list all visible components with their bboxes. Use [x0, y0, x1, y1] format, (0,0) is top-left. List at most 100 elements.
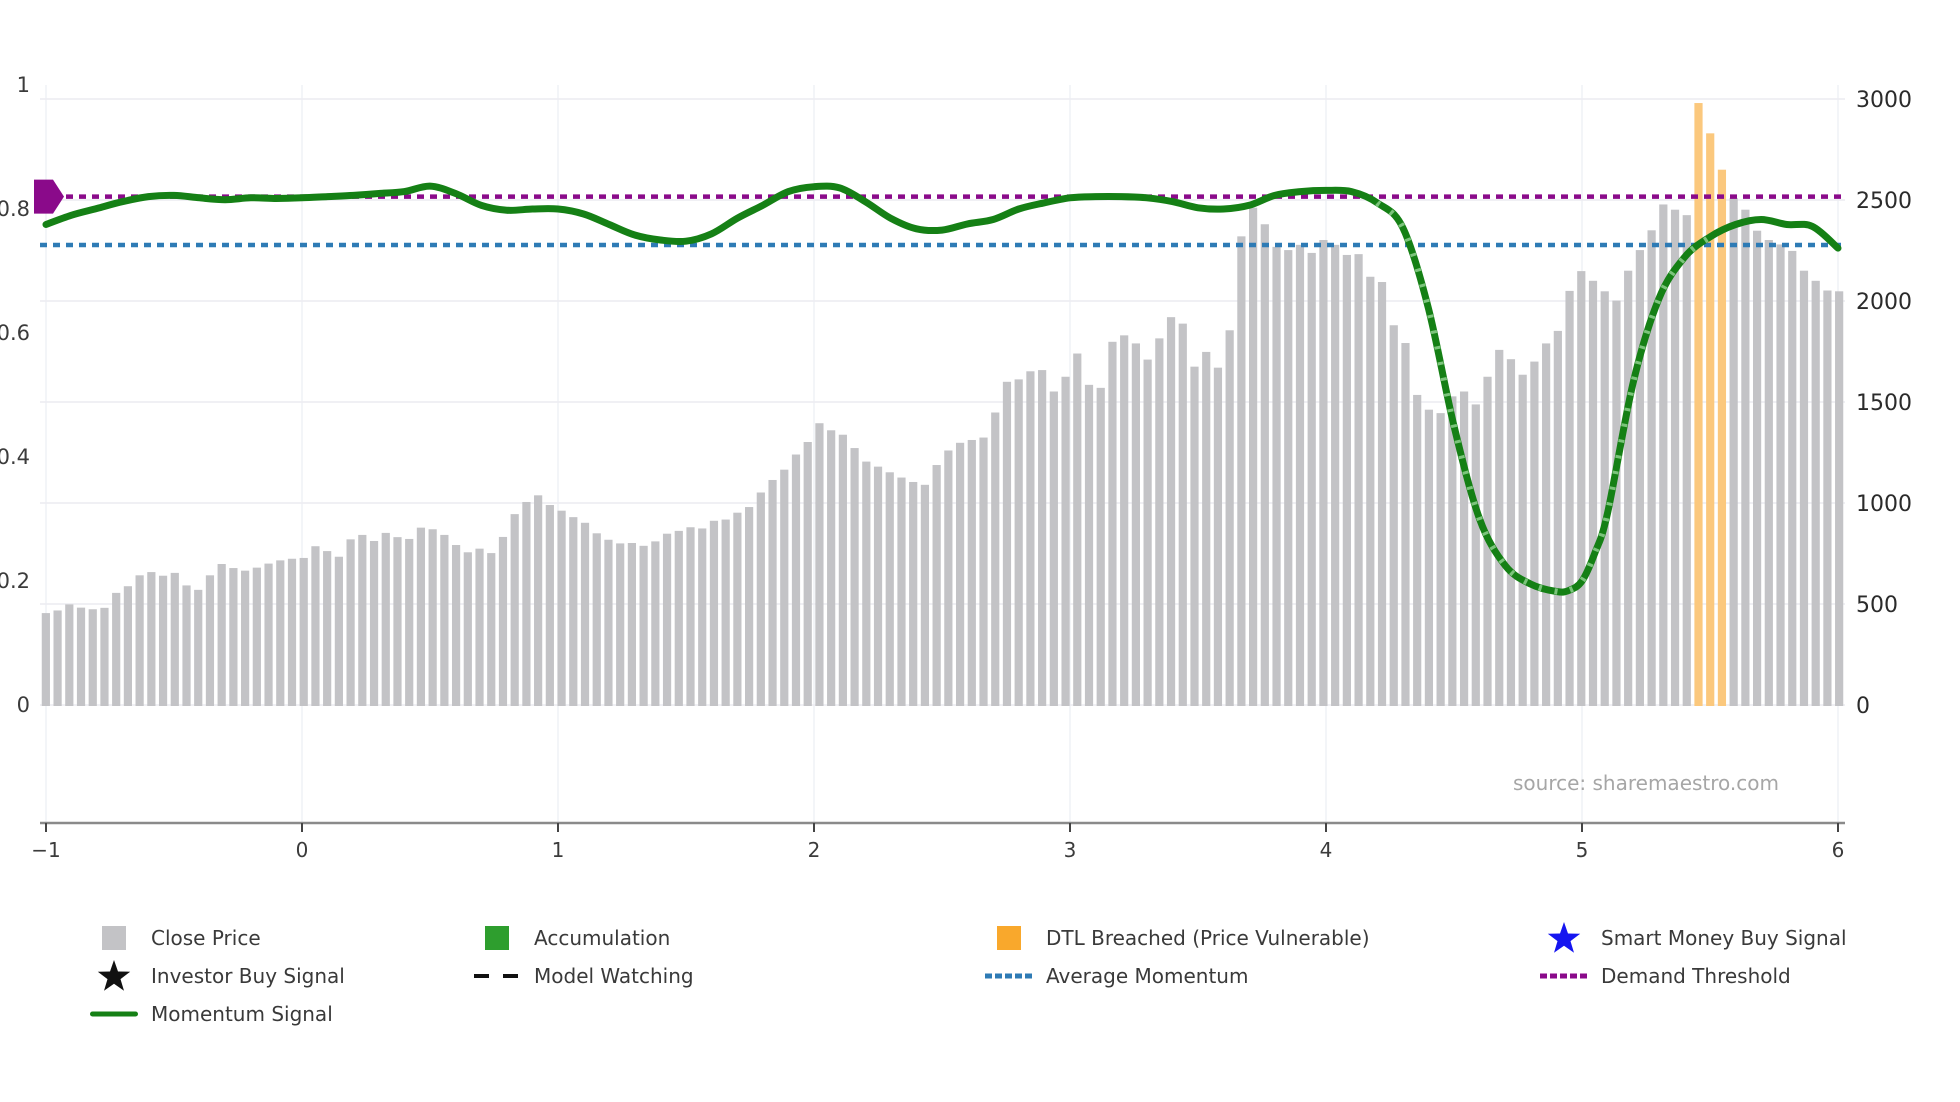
left-y-tick-label: 0.4 — [0, 445, 30, 469]
close-price-bar — [733, 512, 742, 706]
close-price-bar — [1764, 239, 1773, 706]
close-price-bar — [1459, 391, 1469, 706]
close-price-bar — [334, 556, 343, 706]
close-price-bar — [1377, 282, 1387, 706]
close-price-bar — [1799, 270, 1809, 706]
close-price-bar — [627, 542, 636, 706]
close-price-bar — [217, 564, 226, 706]
close-price-bar — [41, 613, 50, 706]
legend-item-momentum-signal: Momentum Signal — [85, 998, 333, 1030]
close-price-bar — [170, 572, 179, 706]
close-price-bar — [850, 448, 859, 706]
legend-label: DTL Breached (Price Vulnerable) — [1046, 926, 1370, 950]
close-price-bar — [405, 538, 414, 706]
close-price-bar — [698, 528, 707, 706]
close-price-bar — [1635, 250, 1644, 706]
close-price-bar — [147, 572, 156, 706]
close-price-bar — [1002, 381, 1012, 706]
close-price-bar — [1237, 236, 1246, 707]
right-y-tick-label: 3000 — [1856, 88, 1912, 113]
close-price-bar — [135, 575, 144, 706]
close-price-bar — [580, 522, 590, 706]
close-price-bar — [487, 553, 496, 706]
close-price-bar — [1272, 246, 1281, 706]
close-price-bar — [1471, 404, 1480, 706]
close-price-bar — [780, 469, 789, 706]
close-price-bar — [229, 568, 238, 706]
close-price-bar — [616, 543, 625, 706]
source-note: source: sharemaestro.com — [1513, 771, 1779, 795]
close-price-bar — [1647, 230, 1656, 707]
close-price-bar — [709, 520, 719, 706]
close-price-bar — [604, 539, 613, 706]
close-price-bar — [475, 548, 484, 706]
close-price-bar — [1178, 323, 1187, 706]
left-y-tick-label: 0 — [17, 693, 30, 717]
right-y-tick-label: 1000 — [1856, 492, 1912, 517]
close-price-bar — [1448, 396, 1457, 706]
close-price-bar — [815, 423, 824, 706]
close-price-bar — [639, 545, 648, 706]
close-price-bar — [1319, 239, 1328, 706]
close-price-bar — [1143, 359, 1152, 706]
x-tick-label: 6 — [1832, 838, 1845, 862]
square-swatch — [468, 925, 526, 951]
close-price-bar — [241, 570, 250, 706]
square-swatch — [85, 925, 143, 951]
close-price-bar — [194, 589, 203, 706]
right-y-tick-label: 1500 — [1856, 391, 1912, 416]
close-price-bar — [1026, 371, 1035, 706]
legend-item-close-price: Close Price — [85, 922, 261, 954]
close-price-bar — [1166, 317, 1176, 706]
legend-item-accumulation: Accumulation — [468, 922, 670, 954]
right-y-tick-label: 2000 — [1856, 290, 1912, 315]
close-price-bar — [1307, 252, 1316, 706]
close-price-bar — [1588, 280, 1598, 706]
close-price-bar — [662, 533, 672, 706]
legend-item-average-momentum: Average Momentum — [980, 960, 1248, 992]
close-price-bar — [1741, 209, 1750, 707]
legend-label: Demand Threshold — [1601, 964, 1791, 988]
x-tick-label: 1 — [552, 838, 565, 862]
star-icon — [1535, 919, 1593, 957]
close-price-bar — [1752, 230, 1762, 707]
close-price-bar — [1389, 325, 1398, 706]
close-price-bar — [1120, 335, 1129, 706]
square-swatch — [980, 925, 1038, 951]
close-price-bar — [1014, 379, 1023, 706]
dtl-breached-bar — [1694, 103, 1703, 707]
close-price-bar — [510, 514, 519, 706]
x-tick-label: 0 — [296, 838, 309, 862]
close-price-bar — [1038, 370, 1047, 706]
close-price-bar — [1190, 366, 1199, 706]
dotted-line-swatch — [980, 972, 1038, 980]
close-price-bar — [920, 484, 930, 706]
close-price-bar — [299, 557, 308, 706]
close-price-bar — [1553, 330, 1562, 706]
legend-item-dtl-breached-price-vulnerable: DTL Breached (Price Vulnerable) — [980, 922, 1370, 954]
close-price-bar — [1495, 349, 1504, 706]
legend-item-demand-threshold: Demand Threshold — [1535, 960, 1791, 992]
close-price-bar — [838, 434, 847, 706]
close-price-bar — [545, 505, 554, 706]
close-price-bar — [534, 495, 543, 706]
close-price-bar — [123, 586, 133, 706]
close-price-bar — [381, 532, 390, 706]
legend-label: Momentum Signal — [151, 1002, 333, 1026]
close-price-bar — [944, 450, 953, 706]
close-price-bar — [1213, 367, 1223, 706]
close-price-bar — [358, 534, 367, 706]
close-price-bar — [1131, 343, 1140, 706]
legend-label: Investor Buy Signal — [151, 964, 345, 988]
close-price-bar — [1518, 374, 1527, 706]
close-price-bar — [88, 609, 97, 706]
close-price-bar — [1049, 391, 1058, 706]
chart-canvas: −1 0 1 2 3 4 5 6 0 0.2 0.4 0.6 0.8 1 0 500 1000 1500 2000 2… — [0, 73, 1912, 862]
close-price-bar — [674, 530, 683, 706]
close-price-bar — [1577, 271, 1586, 706]
close-price-bar — [1354, 254, 1363, 707]
close-price-bar — [1413, 394, 1422, 706]
left-y-tick-label: 0.6 — [0, 321, 30, 345]
x-tick-label: 3 — [1064, 838, 1077, 862]
